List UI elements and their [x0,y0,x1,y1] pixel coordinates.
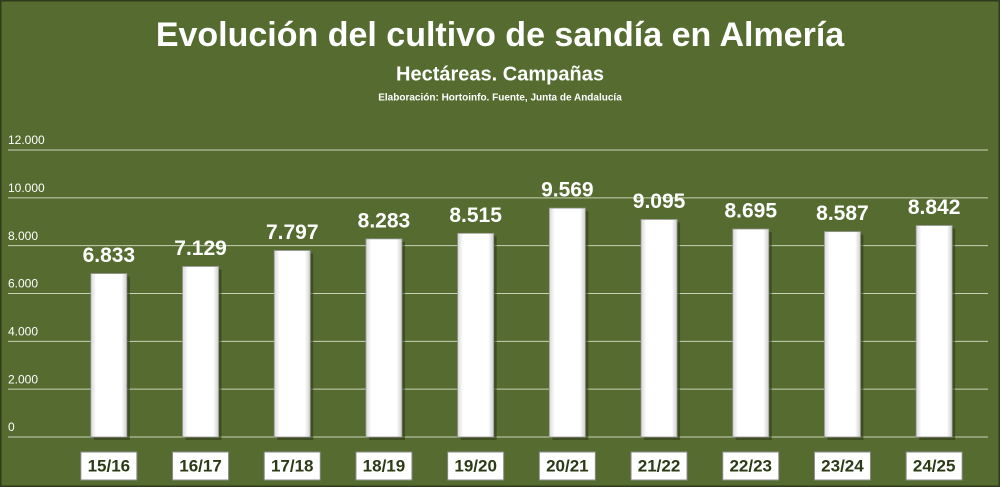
y-tick-label: 0 [8,420,15,434]
x-label-box [813,451,871,481]
x-label-box [538,451,596,481]
bar [548,207,586,438]
chart-title: Evolución del cultivo de sandía en Almer… [156,16,845,54]
bar [640,219,678,438]
y-tick-label: 2.000 [8,372,38,386]
value-label: 8.695 [724,200,777,223]
value-label: 7.129 [174,237,227,260]
bar [273,250,311,438]
bar [365,238,403,438]
x-tick-label: 23/24 [821,456,864,475]
value-label: 8.515 [449,204,502,227]
x-tick-label: 17/18 [271,456,314,475]
value-label: 9.569 [541,179,594,202]
x-label-box [172,451,230,481]
x-tick-label: 19/20 [454,456,497,475]
value-label: 8.842 [908,196,961,219]
value-label: 7.797 [266,221,319,244]
value-label: 8.587 [816,202,869,225]
value-label: 8.283 [358,209,411,232]
bar [732,228,770,438]
y-tick-label: 6.000 [8,277,38,291]
x-tick-label: 20/21 [546,456,589,475]
value-label: 9.095 [633,190,686,213]
y-tick-label: 10.000 [8,181,45,195]
y-tick-label: 4.000 [8,325,38,339]
source-note: Elaboración: Hortoinfo. Fuente, Junta de… [378,93,622,104]
x-label-box [447,451,505,481]
x-label-box [355,451,413,481]
bar [824,231,861,438]
bar [915,225,953,438]
bar [182,266,219,438]
x-tick-label: 22/23 [729,456,772,475]
x-tick-label: 15/16 [88,456,131,475]
x-label-box [630,451,688,481]
x-label-box [722,451,780,481]
bar [90,273,128,438]
x-tick-label: 24/25 [913,456,956,475]
bar [457,232,495,438]
x-tick-label: 16/17 [179,456,222,475]
x-tick-label: 18/19 [363,456,406,475]
value-label: 6.833 [83,244,136,267]
x-label-box [80,451,138,481]
x-label-box [905,451,963,481]
x-label-box [263,451,321,481]
x-tick-label: 21/22 [638,456,681,475]
y-tick-label: 8.000 [8,229,38,243]
y-tick-label: 12.000 [8,133,45,147]
chart-subtitle: Hectáreas. Campañas [396,63,604,85]
